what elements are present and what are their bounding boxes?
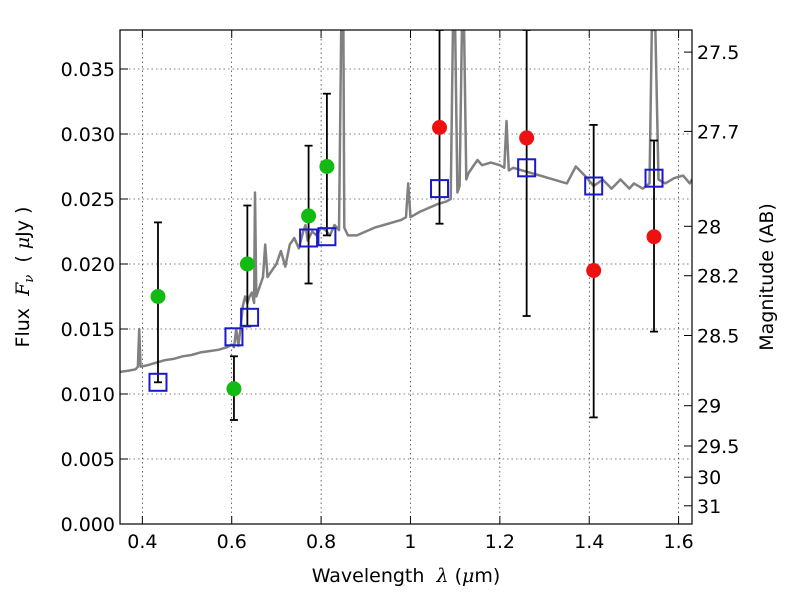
y2-tick-label: 28.2	[697, 266, 739, 288]
y2-axis-title: Magnitude (AB)	[756, 203, 778, 351]
green-data-point	[239, 256, 255, 272]
model-square-point	[317, 227, 337, 247]
y2-tick-label: 29	[697, 396, 721, 418]
y-axis-title-prefix: Flux	[12, 296, 34, 348]
model-square-point	[644, 168, 664, 188]
green-data-point	[150, 289, 166, 304]
y-axis-title: Flux Fν ( μJy )	[12, 207, 37, 348]
y2-tick-label: 29.5	[697, 436, 739, 458]
data-marks	[120, 30, 692, 421]
plot-frame	[119, 29, 693, 525]
y2-tick-label: 27.5	[697, 42, 739, 64]
red-data-point	[519, 130, 535, 146]
y-tick-label: 0.020	[61, 254, 115, 276]
model-square-point	[240, 307, 260, 327]
y-axis-title-unit-close: Jy )	[12, 207, 34, 238]
y-axis-title-unit-mu: μ	[12, 237, 34, 249]
grid	[120, 30, 692, 525]
x-axis-title-prefix: Wavelength	[312, 565, 437, 587]
ticks: 0.4 0.6 0.8 1 1.2 1.4 1.6 0.000 0.005 0.010 0.015 0…	[61, 30, 739, 553]
x-axis-title-unit-mu: μ	[462, 565, 474, 587]
red-data-point	[586, 263, 602, 278]
y-tick-label: 0.015	[61, 319, 115, 341]
y-tick-label: 0.030	[61, 124, 115, 146]
y-axis-title-subscript: ν	[22, 275, 37, 283]
x-axis-title-unit-close: m)	[474, 565, 500, 587]
y-tick-label: 0.010	[61, 384, 115, 406]
y-tick-label: 0.035	[61, 59, 115, 81]
x-axis-title: Wavelength λ (μm)	[312, 565, 501, 587]
y2-tick-label: 31	[697, 496, 721, 518]
model-square-point	[517, 158, 537, 178]
x-axis-title-unit-open: (	[449, 565, 462, 587]
y-tick-label: 0.000	[61, 514, 115, 536]
y2-tick-label: 28.5	[697, 326, 739, 348]
plot-area	[120, 30, 692, 421]
model-square-point	[584, 176, 604, 196]
y-axis-title-unit-open: (	[12, 249, 34, 275]
y2-tick-label: 30	[697, 467, 721, 489]
green-data-point	[301, 208, 317, 224]
model-square-point	[224, 327, 244, 347]
y2-tick-label: 27.7	[697, 121, 739, 143]
x-tick-label: 1.6	[663, 531, 693, 553]
y2-tick-label: 28	[697, 216, 721, 238]
x-tick-label: 0.4	[127, 531, 157, 553]
green-data-point	[226, 381, 242, 397]
model-square-point	[430, 179, 450, 199]
x-tick-label: 0.6	[217, 531, 247, 553]
x-tick-label: 1.2	[485, 531, 515, 553]
red-data-point	[646, 229, 662, 245]
y-tick-label: 0.005	[61, 449, 115, 471]
model-spectrum-line	[120, 30, 692, 374]
green-data-point	[319, 159, 335, 174]
model-square-point	[148, 372, 168, 392]
y-tick-label: 0.025	[61, 189, 115, 211]
x-tick-label: 1	[404, 531, 416, 553]
model-square-point	[299, 228, 319, 248]
x-tick-label: 0.8	[306, 531, 336, 553]
x-axis-title-symbol: λ	[436, 565, 449, 587]
x-tick-label: 1.4	[574, 531, 604, 553]
y-axis-title-symbol: F	[12, 282, 34, 297]
red-data-point	[432, 120, 448, 135]
